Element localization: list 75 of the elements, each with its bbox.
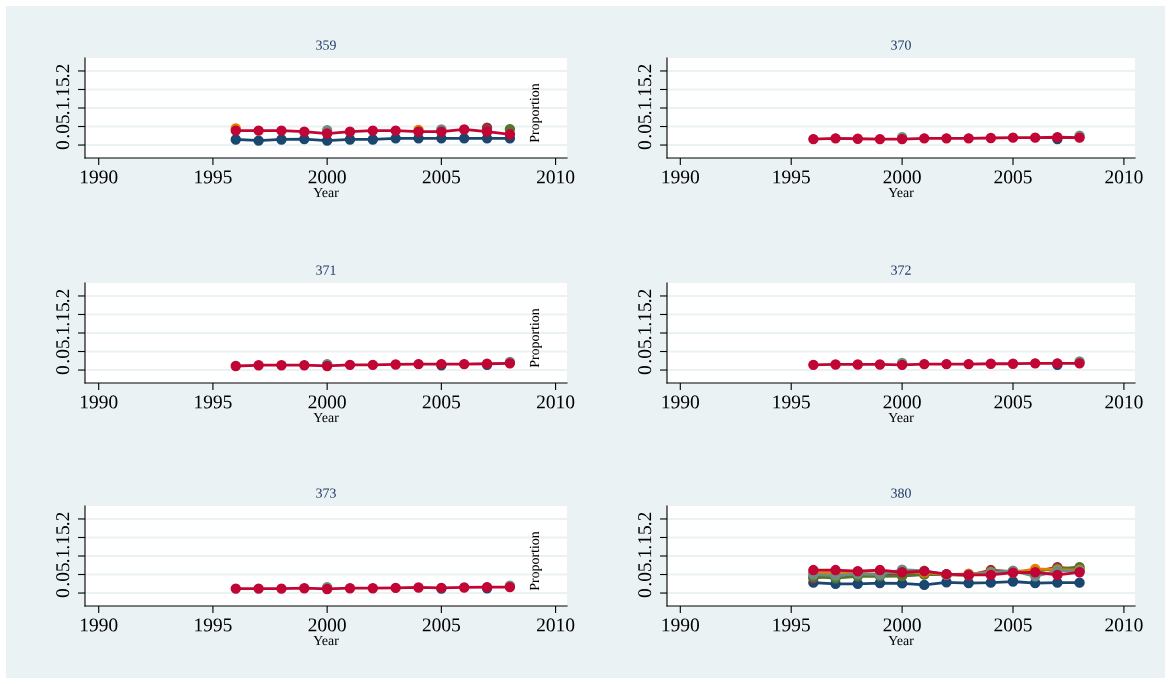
y-tick-label: .2: [638, 64, 652, 77]
y-tick-label: .05: [56, 115, 70, 138]
y-axis-title: Proportion: [529, 83, 542, 143]
y-tick-label: 0: [56, 140, 70, 150]
x-axis-title: Year: [888, 412, 914, 423]
y-tick-label: .05: [638, 340, 652, 363]
x-tick-label: 1995: [195, 170, 232, 184]
x-tick-label: 2000: [308, 170, 346, 184]
x-tick-label: 1990: [80, 395, 118, 409]
y-axis-title: Proportion: [529, 531, 542, 591]
x-tick-label: 2010: [536, 170, 575, 184]
y-tick-label: .1: [638, 549, 652, 563]
y-tick-label: .2: [56, 289, 70, 302]
x-tick-label: 2005: [422, 618, 461, 632]
y-tick-label: .15: [638, 303, 652, 326]
y-tick-label: .15: [56, 303, 70, 326]
x-tick-label: 2005: [994, 618, 1032, 632]
y-tick-label: .15: [638, 78, 652, 101]
y-tick-label: .2: [56, 64, 70, 77]
x-tick-label: 1995: [773, 618, 810, 632]
y-tick-label: .15: [638, 526, 652, 549]
x-tick-label: 1995: [195, 618, 232, 632]
x-tick-label: 2010: [1105, 170, 1143, 184]
y-tick-label: .2: [56, 512, 70, 525]
x-tick-label: 2005: [994, 395, 1032, 409]
chart-title: 370: [891, 40, 911, 50]
x-tick-label: 2010: [536, 395, 575, 409]
x-tick-label: 2000: [308, 618, 346, 632]
x-tick-label: 2000: [883, 170, 921, 184]
x-tick-label: 2005: [422, 395, 461, 409]
x-tick-label: 2005: [994, 170, 1032, 184]
x-tick-label: 1990: [662, 618, 700, 632]
x-axis-title: Year: [888, 635, 914, 646]
y-tick-label: .05: [56, 340, 70, 363]
y-tick-label: .05: [638, 115, 652, 138]
chart-title: 371: [316, 265, 336, 275]
y-tick-label: 0: [56, 588, 70, 598]
y-axis-title: Proportion: [529, 308, 542, 368]
x-tick-label: 2010: [1105, 618, 1143, 632]
y-tick-label: .1: [56, 549, 70, 563]
x-tick-label: 1995: [773, 395, 810, 409]
y-tick-label: .15: [56, 78, 70, 101]
x-tick-label: 1990: [662, 170, 700, 184]
x-tick-label: 1990: [80, 170, 118, 184]
chart-title: 380: [891, 488, 911, 498]
x-tick-label: 1990: [80, 618, 118, 632]
y-tick-label: 0: [638, 588, 652, 598]
x-axis-title: Year: [313, 187, 339, 198]
x-tick-label: 1995: [773, 170, 810, 184]
y-tick-label: 0: [638, 365, 652, 375]
chart-title: 372: [891, 265, 911, 275]
y-tick-label: .2: [638, 289, 652, 302]
y-tick-label: .2: [638, 512, 652, 525]
y-tick-label: .1: [638, 326, 652, 340]
x-tick-label: 2010: [536, 618, 575, 632]
y-tick-label: .05: [638, 563, 652, 586]
x-tick-label: 2000: [308, 395, 346, 409]
x-tick-label: 1990: [662, 395, 700, 409]
chart-title: 373: [316, 488, 336, 498]
y-tick-label: .1: [638, 101, 652, 115]
x-axis-title: Year: [313, 412, 339, 423]
y-tick-label: .05: [56, 563, 70, 586]
x-tick-label: 2010: [1105, 395, 1143, 409]
x-axis-title: Year: [888, 187, 914, 198]
x-axis-title: Year: [313, 635, 339, 646]
x-tick-label: 1995: [195, 395, 232, 409]
y-tick-label: 0: [56, 365, 70, 375]
y-tick-label: 0: [638, 140, 652, 150]
y-tick-label: .1: [56, 326, 70, 340]
y-tick-label: .1: [56, 101, 70, 115]
x-tick-label: 2005: [422, 170, 461, 184]
chart-title: 359: [316, 40, 336, 50]
x-tick-label: 2000: [883, 618, 921, 632]
x-tick-label: 2000: [883, 395, 921, 409]
y-tick-label: .15: [56, 526, 70, 549]
